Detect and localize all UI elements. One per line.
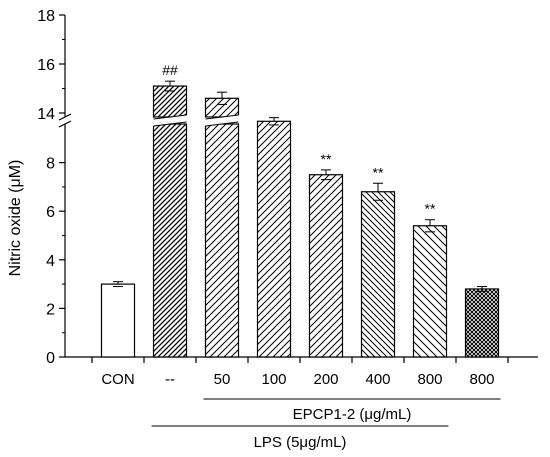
y-tick-label: 18: [37, 8, 55, 25]
x-tick-label: 100: [261, 371, 286, 388]
x-tick-label: 50: [214, 371, 231, 388]
x-tick-label: --: [165, 371, 175, 388]
bar: [308, 174, 344, 358]
y-axis-label: Nitric oxide (μM): [7, 160, 24, 277]
bar: [360, 191, 396, 358]
y-tick-label: 8: [46, 156, 55, 173]
bar-break-gap: [152, 115, 188, 126]
bar-group: [464, 286, 500, 358]
y-tick-label: 16: [37, 57, 55, 74]
y-tick-label: 4: [46, 253, 55, 270]
axis-break-mark-upper: [58, 113, 72, 121]
bar: [464, 288, 500, 358]
bar-group: ##: [152, 62, 188, 358]
bar: [412, 225, 448, 358]
x-tick-label: 200: [313, 371, 338, 388]
bar-group: **: [412, 201, 448, 358]
bar-group: **: [360, 164, 396, 358]
bar: [256, 120, 292, 358]
bars: ## ** ** **: [100, 62, 500, 358]
bar: [152, 123, 188, 358]
y-tick-label: 2: [46, 301, 55, 318]
bar-break-line: [205, 114, 239, 120]
bar: [100, 283, 136, 358]
bar-break-line: [153, 114, 187, 120]
axis-break-mark-lower: [58, 120, 72, 128]
bar-upper: [204, 97, 240, 118]
bar-group: [204, 91, 240, 358]
significance-label: **: [321, 151, 332, 167]
bar-break-line: [205, 121, 239, 127]
group-label: EPCP1-2 (μg/mL): [293, 406, 412, 423]
bar-break-gap: [204, 115, 240, 126]
x-axis: CON -- 50 100 200 400 800 800: [65, 356, 538, 388]
x-tick-label: 400: [365, 371, 390, 388]
y-tick-label: 14: [37, 106, 55, 123]
group-label: LPS (5μg/mL): [254, 434, 347, 451]
y-tick-label: 0: [46, 350, 55, 367]
y-tick-label: 6: [46, 204, 55, 221]
bar: [204, 123, 240, 358]
significance-label: ##: [162, 62, 178, 78]
bar-break-line: [153, 121, 187, 127]
y-axis: 0 2 4 6 8 14 16 18: [37, 8, 72, 367]
bar-group: [256, 117, 292, 358]
bar-group: **: [308, 151, 344, 358]
x-tick-label: CON: [101, 371, 134, 388]
group-brackets: EPCP1-2 (μg/mL) LPS (5μg/mL): [151, 398, 501, 451]
significance-label: **: [373, 164, 384, 180]
significance-label: **: [425, 201, 436, 217]
x-tick-label: 800: [469, 371, 494, 388]
bar-group: [100, 281, 136, 358]
x-tick-label: 800: [417, 371, 442, 388]
